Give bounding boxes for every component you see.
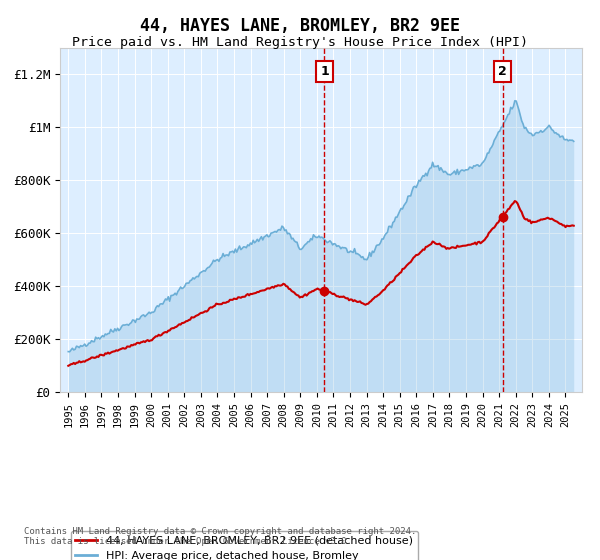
Text: 2: 2 — [498, 65, 507, 78]
Text: 44, HAYES LANE, BROMLEY, BR2 9EE: 44, HAYES LANE, BROMLEY, BR2 9EE — [140, 17, 460, 35]
Legend: 44, HAYES LANE, BROMLEY, BR2 9EE (detached house), HPI: Average price, detached : 44, HAYES LANE, BROMLEY, BR2 9EE (detach… — [71, 531, 418, 560]
Text: Price paid vs. HM Land Registry's House Price Index (HPI): Price paid vs. HM Land Registry's House … — [72, 36, 528, 49]
Text: 1: 1 — [320, 65, 329, 78]
Text: Contains HM Land Registry data © Crown copyright and database right 2024.
This d: Contains HM Land Registry data © Crown c… — [24, 526, 416, 546]
